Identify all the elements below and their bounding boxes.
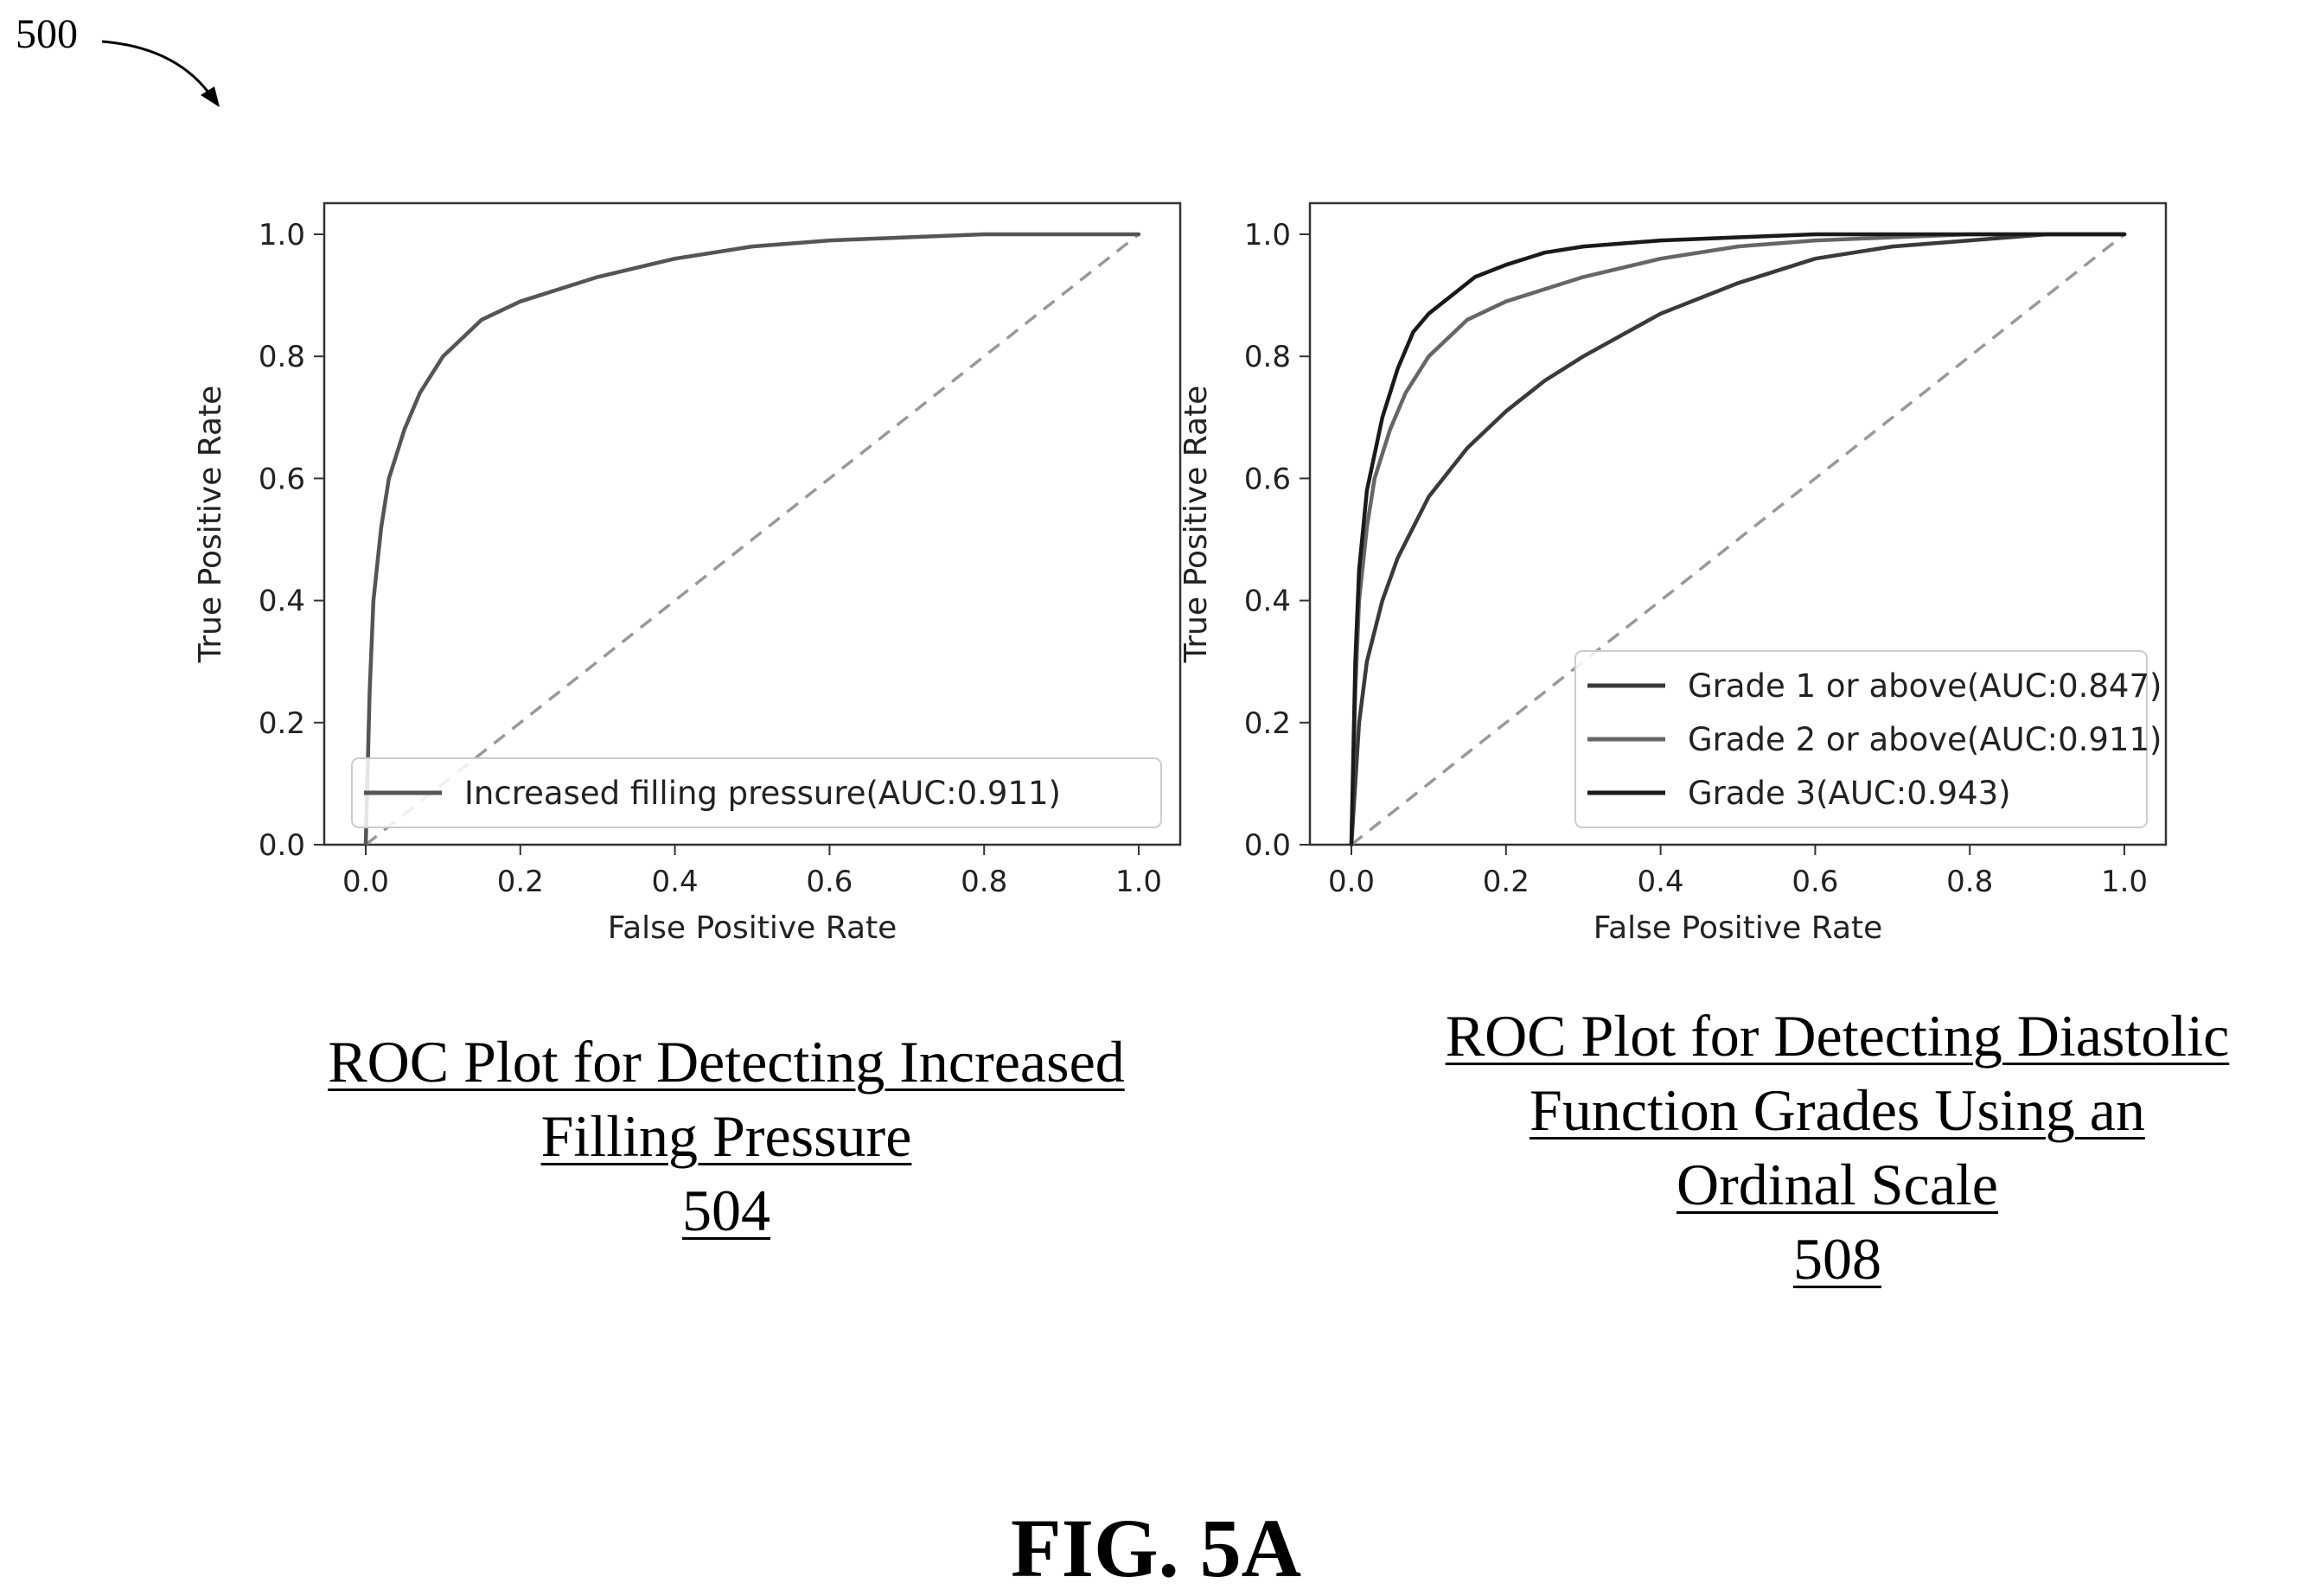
chart1-y-tick-label: 0.0 (1244, 828, 1291, 863)
chart0-y-tick-label: 0.6 (259, 462, 305, 496)
chart1-legend-label-2: Grade 3(AUC:0.943) (1688, 775, 2011, 812)
chart0-x-tick-label: 0.4 (652, 865, 699, 899)
chart0-y-axis-label: True Positive Rate (193, 386, 228, 664)
chart1-legend-box (1574, 650, 2148, 828)
chart1-x-tick-label: 0.6 (1791, 865, 1838, 899)
chart0-y-tick-label: 0.0 (259, 828, 305, 863)
caption-diastolic-grades: ROC Plot for Detecting Diastolic Functio… (1323, 999, 2312, 1296)
roc-chart-filling-pressure: 0.0 0.2 0.4 0.6 0.8 1.0 0.0 0.2 0.4 0.6 0.8 1.0 Fals… (173, 173, 1323, 968)
chart1-legend-label-1: Grade 2 or above(AUC:0.911) (1688, 721, 2162, 758)
chart0-series-0-line (363, 232, 1141, 847)
chart0-x-axis-label: False Positive Rate (608, 910, 897, 946)
caption-diastolic-grades-line-1: ROC Plot for Detecting Diastolic (1445, 1003, 2230, 1069)
chart1-x-tick-label: 0.8 (1946, 865, 1993, 899)
reference-arrow (101, 40, 220, 107)
chart1-y-tick-label: 0.4 (1244, 584, 1291, 619)
chart1-y-tick-label: 0.2 (1244, 706, 1291, 741)
caption-filling-pressure: ROC Plot for Detecting Increased Filling… (216, 1025, 1236, 1248)
figure-reference-number: 500 (16, 11, 78, 57)
chart1-series-1-line (1349, 232, 2127, 847)
chart0-legend-label-0: Increased filling pressure(AUC:0.911) (464, 775, 1061, 812)
chart0-x-tick-label: 0.6 (806, 865, 853, 899)
chart1-y-tick-label: 1.0 (1244, 218, 1291, 252)
chart0-x-tick-label: 0.0 (342, 865, 389, 899)
chart1-legend-label-0: Grade 1 or above(AUC:0.847) (1688, 667, 2162, 705)
chart0-y-tick-label: 0.2 (259, 706, 305, 741)
caption-filling-pressure-line-2: Filling Pressure (540, 1103, 912, 1169)
chart1-series-2-line (1349, 232, 2127, 847)
caption-diastolic-grades-line-3: Ordinal Scale (1677, 1152, 1998, 1217)
caption-diastolic-grades-ref: 508 (1793, 1226, 1881, 1292)
chart0-x-tick-label: 0.2 (497, 865, 544, 899)
chart1-plot-frame (1308, 201, 2168, 846)
chart1-x-tick-label: 0.2 (1483, 865, 1530, 899)
caption-filling-pressure-ref: 504 (682, 1178, 770, 1243)
chart0-y-tick-label: 0.4 (259, 584, 305, 619)
chart1-x-tick-label: 0.0 (1328, 865, 1375, 899)
chart1-x-tick-label: 1.0 (2101, 865, 2148, 899)
chart0-legend-box (351, 757, 1162, 828)
roc-chart-diastolic-grades-svg: 0.0 0.2 0.4 0.6 0.8 1.0 0.0 0.2 0.4 0.6 0.8 1.0 Fals… (1178, 201, 2168, 946)
chart0-x-tick-label: 0.8 (961, 865, 1007, 899)
chart0-x-tick-label: 1.0 (1115, 865, 1162, 899)
roc-chart-diastolic-grades: 0.0 0.2 0.4 0.6 0.8 1.0 0.0 0.2 0.4 0.6 0.8 1.0 Fals… (1159, 173, 2309, 968)
chart1-y-tick-label: 0.6 (1244, 462, 1291, 496)
caption-filling-pressure-line-1: ROC Plot for Detecting Increased (328, 1029, 1125, 1095)
chart0-y-tick-label: 0.8 (259, 340, 305, 374)
chart0-y-tick-label: 1.0 (259, 218, 305, 252)
reference-arrow-line (101, 40, 214, 98)
chart1-y-axis-label: True Positive Rate (1178, 386, 1214, 664)
chart1-x-tick-label: 0.4 (1638, 865, 1684, 899)
roc-chart-filling-pressure-svg: 0.0 0.2 0.4 0.6 0.8 1.0 0.0 0.2 0.4 0.6 0.8 1.0 Fals… (193, 201, 1182, 946)
caption-diastolic-grades-line-2: Function Grades Using an (1529, 1077, 2145, 1143)
chart0-plot-frame (323, 201, 1182, 846)
chart1-series-0-line (1349, 232, 2127, 847)
chart0-diagonal-reference-line (364, 233, 1140, 846)
figure-label: FIG. 5A (1011, 1502, 1301, 1594)
chart1-x-axis-label: False Positive Rate (1593, 910, 1883, 946)
reference-arrow-head (201, 86, 220, 107)
chart1-y-tick-label: 0.8 (1244, 340, 1291, 374)
chart1-diagonal-reference-line (1350, 233, 2126, 846)
